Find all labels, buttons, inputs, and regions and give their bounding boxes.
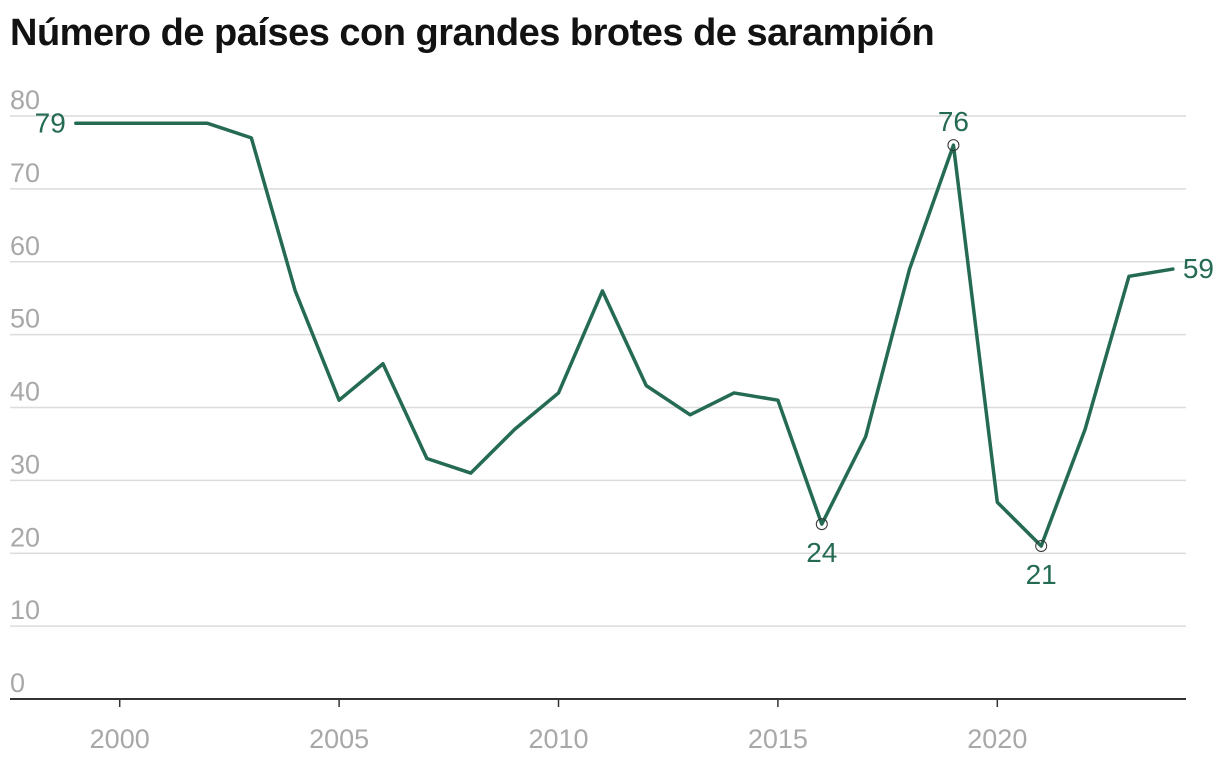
y-tick-label-50: 50 bbox=[10, 304, 40, 334]
data-label-2019: 76 bbox=[938, 106, 969, 137]
x-tick-label-2020: 2020 bbox=[967, 724, 1027, 754]
annotation-marker-2021 bbox=[1035, 539, 1048, 552]
y-tick-label-60: 60 bbox=[10, 231, 40, 261]
x-tick-label-2015: 2015 bbox=[748, 724, 808, 754]
annotation-marker-2019 bbox=[947, 139, 960, 152]
y-tick-label-0: 0 bbox=[10, 668, 25, 698]
y-tick-label-80: 80 bbox=[10, 85, 40, 115]
y-tick-label-70: 70 bbox=[10, 158, 40, 188]
chart-title: Número de países con grandes brotes de s… bbox=[10, 12, 935, 54]
y-tick-label-40: 40 bbox=[10, 377, 40, 407]
data-label-2021: 21 bbox=[1026, 559, 1057, 590]
x-tick-label-2000: 2000 bbox=[90, 724, 150, 754]
y-tick-label-30: 30 bbox=[10, 449, 40, 479]
x-tick-label-2010: 2010 bbox=[528, 724, 588, 754]
x-tick-label-2005: 2005 bbox=[309, 724, 369, 754]
series-line-0 bbox=[74, 121, 1175, 548]
y-tick-label-20: 20 bbox=[10, 522, 40, 552]
data-label-2024: 59 bbox=[1183, 253, 1214, 284]
data-label-2016: 24 bbox=[806, 537, 837, 568]
annotation-marker-2016 bbox=[815, 518, 828, 531]
y-tick-label-10: 10 bbox=[10, 595, 40, 625]
data-label-1999: 79 bbox=[35, 107, 66, 138]
